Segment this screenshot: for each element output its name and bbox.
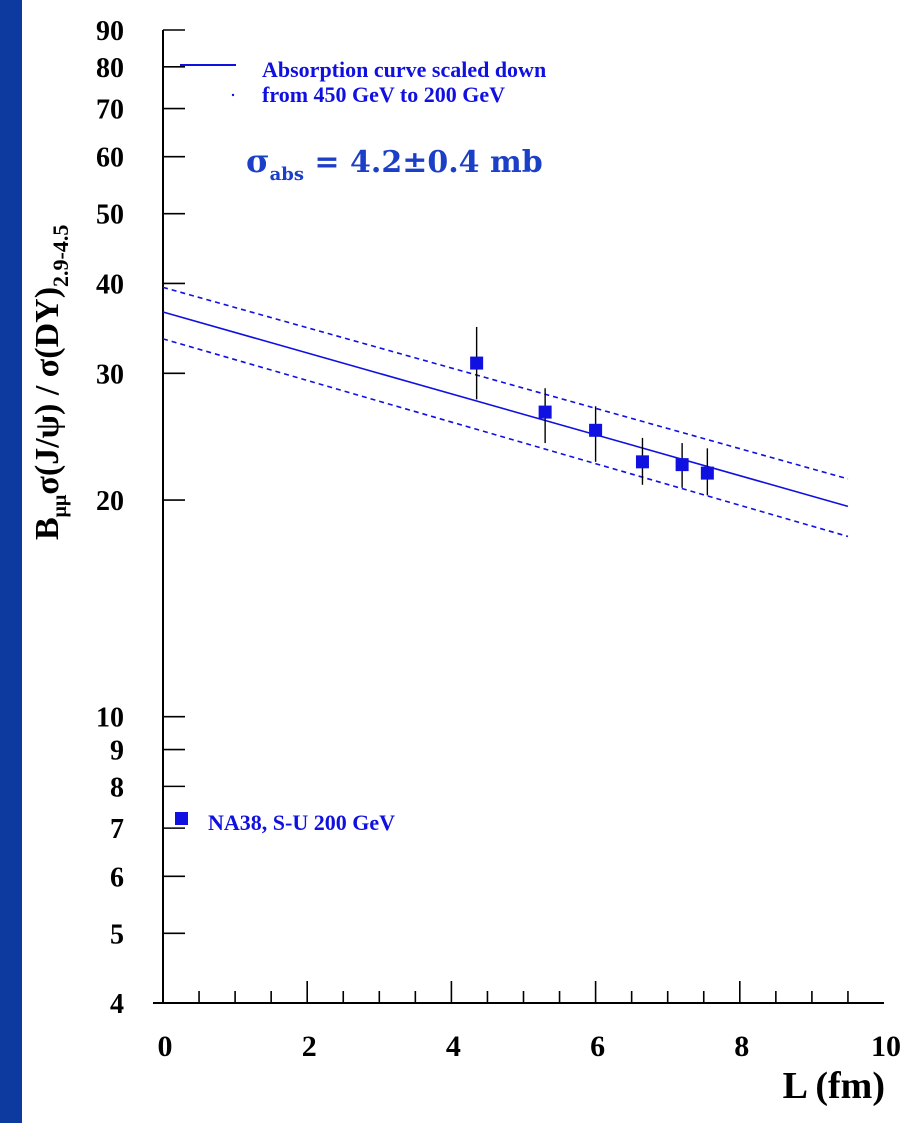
- axes: [153, 30, 884, 1004]
- y-axis-ticks: 4 5 6 7 8 910 20 30 40 50 60 70 80 90: [96, 16, 185, 1020]
- curves: [162, 286, 849, 538]
- sigma-value: = 4.2±0.4 mb: [304, 145, 543, 180]
- x-axis-ticks: 0 2 4 6 8 10: [158, 981, 901, 1063]
- y-tick-label: 6: [110, 862, 124, 893]
- x-tick-label: 8: [734, 1030, 749, 1063]
- x-tick-label: 10: [871, 1030, 901, 1063]
- left-frame-bar: [0, 0, 22, 1123]
- data-points: [470, 326, 714, 496]
- data-point: [470, 356, 484, 370]
- y-tick-label: 4: [110, 989, 124, 1020]
- data-point: [700, 466, 714, 480]
- x-tick-label: 2: [302, 1030, 317, 1063]
- legend-line-label-1: Absorption curve scaled down: [262, 57, 546, 82]
- y-tick-label: 9: [110, 736, 124, 767]
- y-axis-label: Bμμσ(J/ψ) / σ(DY)2.9-4.5: [29, 225, 73, 540]
- sigma-annotation: σabs = 4.2±0.4 mb: [246, 142, 543, 185]
- y-label-mumu: μμ: [49, 494, 71, 517]
- x-tick-label: 4: [446, 1030, 461, 1063]
- data-point: [635, 455, 649, 469]
- legend-marker: [175, 812, 188, 825]
- y-label-b: B: [29, 517, 66, 540]
- y-tick-label: 40: [96, 269, 124, 300]
- chart-panel: [22, 0, 909, 1123]
- y-tick-label: 20: [96, 486, 124, 517]
- y-tick-label: 7: [110, 814, 124, 845]
- absorption-curve: [162, 311, 849, 508]
- y-label-range: 2.9-4.5: [48, 225, 73, 287]
- legend-points-label: NA38, S-U 200 GeV: [208, 810, 395, 835]
- legend-line-label-2: from 450 GeV to 200 GeV: [262, 82, 505, 107]
- x-tick-label: 0: [158, 1030, 173, 1063]
- data-point: [538, 405, 552, 419]
- y-tick-label: 70: [96, 95, 124, 126]
- sigma-symbol: σ: [246, 142, 270, 180]
- y-tick-label: 8: [110, 772, 124, 803]
- sigma-subscript: abs: [270, 164, 304, 185]
- data-point: [675, 458, 689, 472]
- legend-dot: [231, 93, 235, 97]
- absorption-band-lower: [162, 338, 849, 538]
- y-tick-label: 90: [96, 16, 124, 47]
- y-tick-label: 50: [96, 200, 124, 231]
- y-tick-label: 5: [110, 919, 124, 950]
- y-tick-label: 60: [96, 143, 124, 174]
- y-label-main: σ(J/ψ) / σ(DY): [29, 287, 66, 495]
- y-tick-label: 80: [96, 53, 124, 84]
- y-tick-label: 30: [96, 359, 124, 390]
- data-point: [589, 423, 603, 437]
- absorption-band-upper: [162, 286, 849, 480]
- x-tick-label: 6: [590, 1030, 605, 1063]
- x-axis-label: L (fm): [783, 1065, 885, 1107]
- y-tick-label: 10: [96, 703, 124, 734]
